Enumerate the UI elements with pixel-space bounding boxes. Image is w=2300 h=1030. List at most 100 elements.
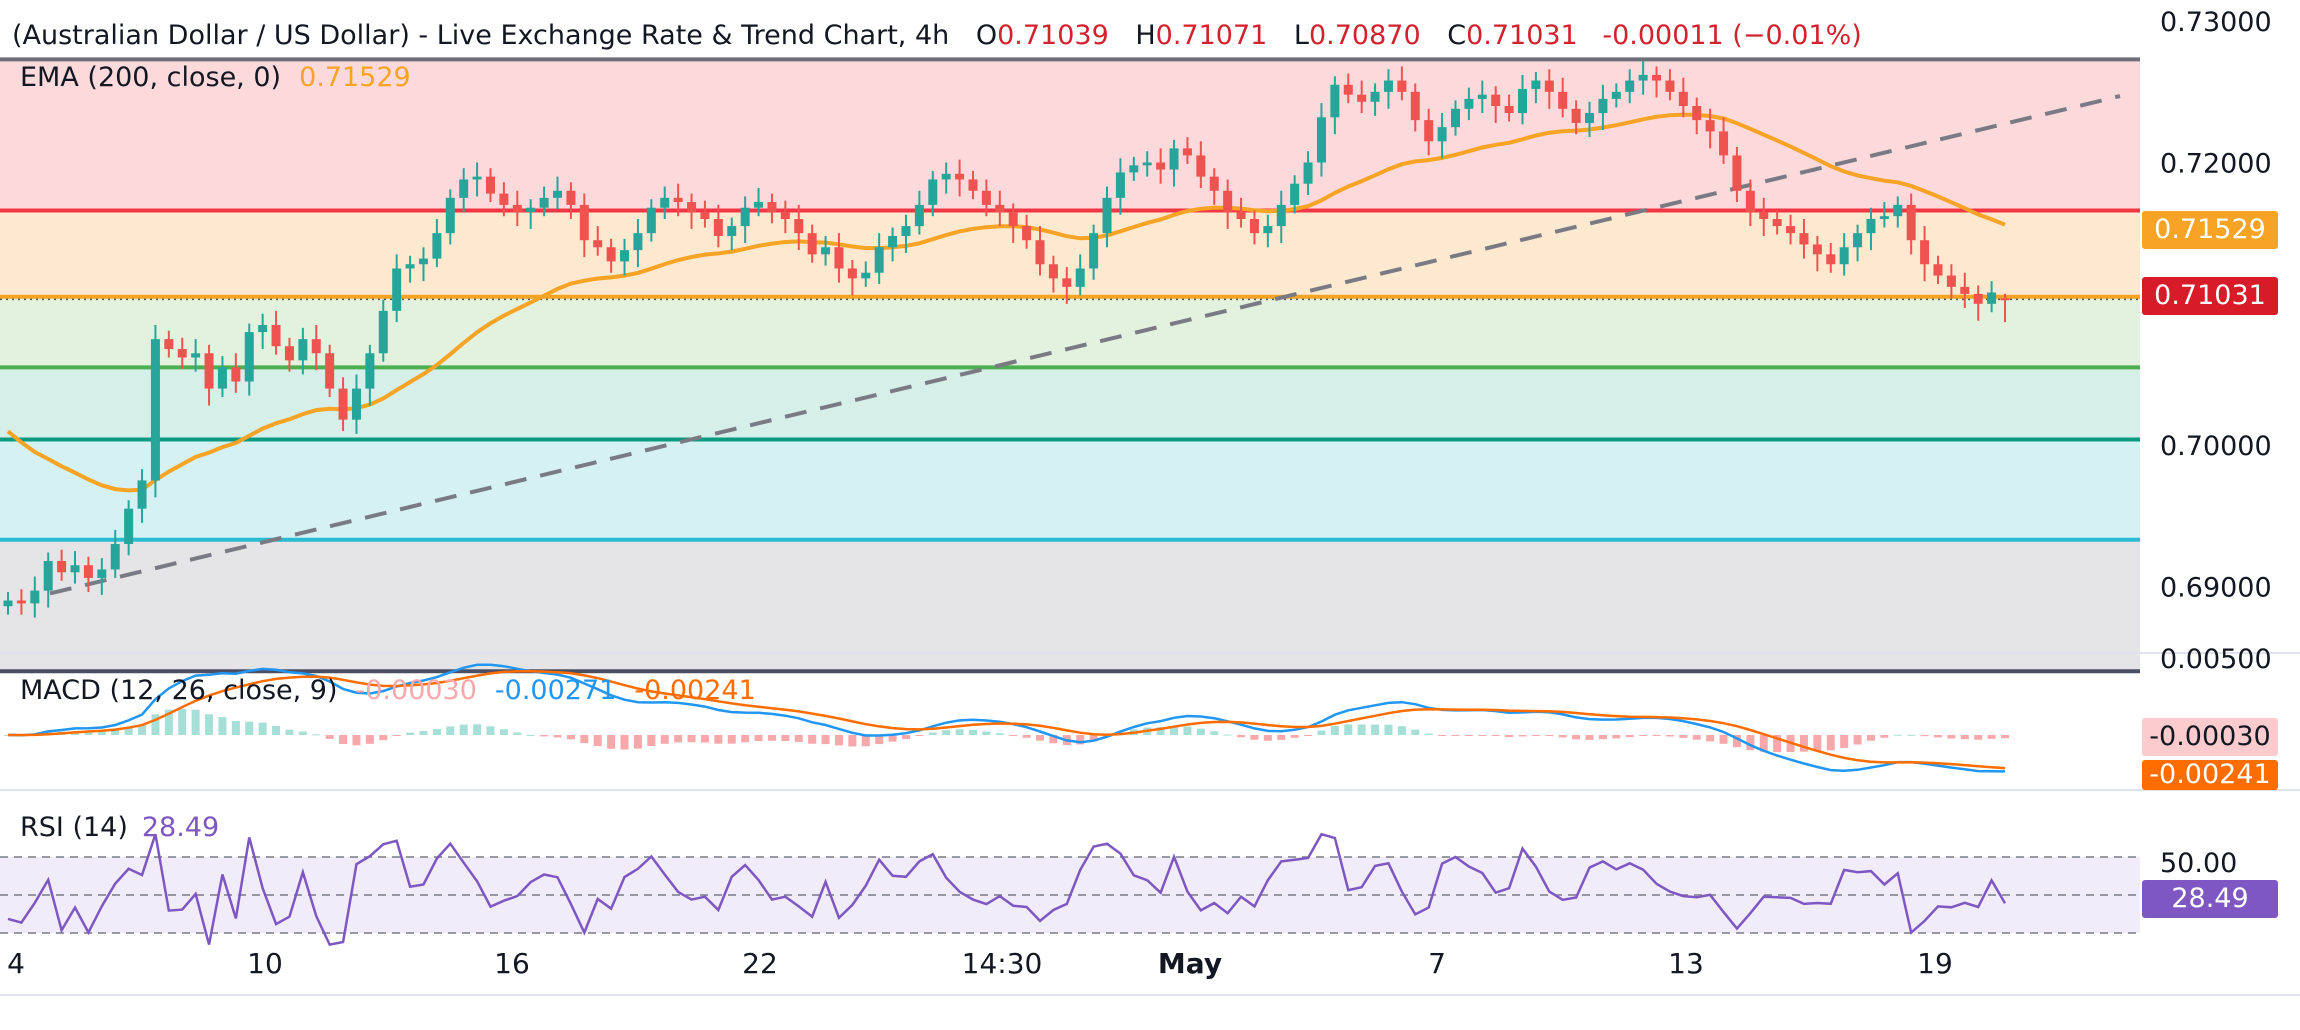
close-label: C	[1447, 20, 1467, 51]
candle-body	[1437, 127, 1447, 142]
last-price-tag: 0.71031	[2142, 277, 2278, 315]
candle-body	[566, 190, 576, 205]
macd-hist-bar	[1652, 735, 1661, 736]
candle-body	[16, 600, 26, 604]
candle-body	[1450, 108, 1460, 128]
y-tick-label: 0.70000	[2160, 431, 2272, 462]
candle-body	[1370, 91, 1380, 102]
rsi-line	[7, 832, 2007, 947]
macd-signal-value: -0.00241	[634, 675, 756, 706]
candle-body	[646, 207, 656, 234]
macd-hist-bar	[1049, 735, 1058, 744]
macd-hist-bar	[660, 735, 669, 744]
macd-hist-bar	[674, 735, 683, 743]
macd-hist-bar	[620, 735, 629, 750]
candle-body	[1102, 197, 1112, 234]
candle-body	[1330, 84, 1340, 118]
trendline-dashed	[49, 94, 2121, 596]
candle-body	[821, 247, 831, 255]
candle-body	[70, 565, 80, 573]
macd-legend: MACD (12, 26, close, 9) -0.00030 -0.00271-…	[20, 675, 756, 706]
zone-band	[0, 59, 2140, 211]
candle-body	[874, 247, 884, 273]
macd-hist-bar	[995, 733, 1004, 735]
macd-hist-bar	[808, 735, 817, 744]
macd-hist-bar	[848, 735, 857, 747]
candle-body	[177, 349, 187, 358]
macd-hist-bar	[1089, 735, 1098, 742]
candle-body	[633, 233, 643, 251]
candle-body	[847, 268, 857, 279]
candle-body	[1182, 148, 1192, 156]
x-tick-label: 7	[1428, 947, 1446, 980]
macd-hist-bar	[553, 735, 562, 738]
x-tick-label: 19	[1917, 947, 1953, 980]
macd-hist-bar	[151, 714, 160, 735]
close-value: 0.71031	[1466, 20, 1578, 51]
macd-pane	[4, 663, 2009, 773]
macd-hist-bar	[1706, 735, 1715, 742]
macd-hist-bar	[258, 722, 267, 735]
macd-hist-bar	[205, 714, 214, 735]
macd-hist-bar	[1022, 735, 1031, 738]
macd-hist-bar	[1438, 735, 1447, 736]
candle-body	[1665, 80, 1675, 92]
candle-body	[1571, 108, 1581, 123]
rsi-legend-label: RSI (14)	[20, 812, 128, 843]
macd-hist-bar	[1545, 735, 1554, 736]
low-value: 0.70870	[1308, 20, 1421, 51]
macd-hist-bar	[312, 734, 321, 736]
macd-hist-bar	[231, 721, 240, 735]
candle-body	[1853, 233, 1863, 248]
candle-body	[995, 204, 1005, 212]
candle-body	[553, 190, 563, 198]
macd-hist-bar	[1451, 735, 1460, 736]
macd-hist-bar	[164, 709, 173, 735]
candle-body	[1316, 117, 1326, 163]
macd-hist-bar	[593, 735, 602, 747]
macd-hist-bar	[1947, 735, 1956, 739]
macd-hist-bar	[566, 735, 575, 740]
candle-body	[1839, 247, 1849, 265]
candle-body	[861, 272, 871, 279]
candle-body	[271, 325, 281, 347]
ema-legend-value: 0.71529	[299, 62, 411, 93]
candle-body	[1397, 80, 1407, 92]
macd-hist-bar	[1665, 735, 1674, 737]
macd-hist-bar	[499, 729, 508, 735]
zone-band	[0, 296, 2140, 368]
zone-band	[0, 439, 2140, 540]
macd-hist-bar	[1880, 735, 1889, 738]
candle-body	[1477, 94, 1487, 99]
candle-body	[754, 202, 764, 208]
candle-body	[968, 179, 978, 191]
macd-hist-bar	[2001, 735, 2009, 739]
candle-body	[1960, 286, 1970, 294]
macd-hist-bar	[794, 735, 803, 742]
candle-body	[445, 197, 455, 234]
candle-body	[1196, 155, 1206, 177]
candle-body	[888, 235, 898, 248]
rsi-y-tick-label: 50.00	[2160, 848, 2237, 879]
macd-hist-bar	[459, 724, 468, 735]
macd-hist-bar	[1746, 735, 1755, 751]
macd-hist-bar	[767, 735, 776, 741]
candle-body	[1383, 80, 1393, 92]
candle-body	[1772, 219, 1782, 227]
macd-hist-bar	[1813, 735, 1822, 752]
candle-body	[1759, 211, 1769, 220]
macd-hist-bar	[741, 735, 750, 743]
macd-hist-bar	[901, 735, 910, 740]
candle-body	[485, 176, 495, 194]
macd-hist-bar	[526, 734, 535, 736]
macd-hist-bar	[97, 731, 106, 735]
candle-body	[378, 310, 388, 354]
candle-body	[284, 346, 294, 361]
high-value: 0.71071	[1155, 20, 1268, 51]
candle-body	[1303, 162, 1313, 184]
candle-body	[57, 560, 67, 573]
candle-body	[1946, 275, 1956, 287]
candle-body	[794, 219, 804, 234]
macd-hist-bar	[1237, 735, 1246, 738]
